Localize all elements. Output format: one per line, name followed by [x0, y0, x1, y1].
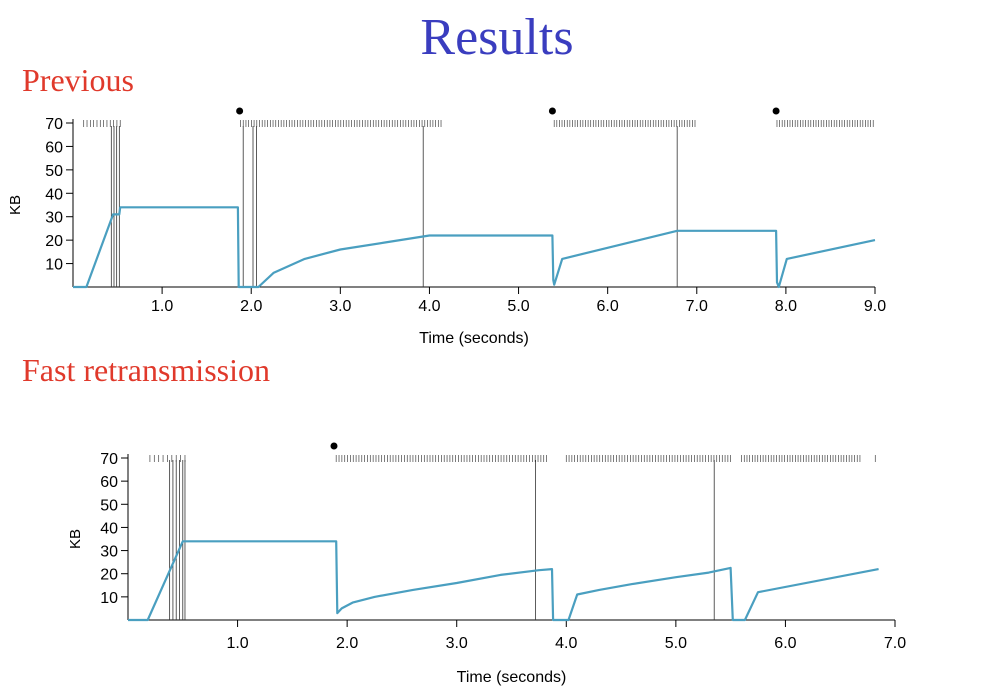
y-tick-label: 60: [100, 474, 118, 491]
timeout-marker: [330, 442, 338, 450]
y-tick-label: 50: [100, 497, 118, 514]
y-tick-label: 30: [45, 210, 63, 227]
y-tick-label: 10: [100, 590, 118, 607]
section-heading-previous: Previous: [22, 62, 134, 98]
y-axis-label: KB: [67, 529, 84, 549]
y-tick-label: 40: [45, 186, 63, 203]
series-line: [73, 206, 876, 289]
x-tick-label: 6.0: [597, 298, 619, 315]
x-tick-label: 7.0: [884, 635, 906, 652]
x-tick-label: 5.0: [665, 635, 687, 652]
y-tick-label: 40: [100, 520, 118, 537]
y-tick-label: 50: [45, 163, 63, 180]
y-tick-label: 20: [100, 567, 118, 584]
y-tick-label: 20: [45, 233, 63, 250]
x-tick-label: 9.0: [864, 298, 886, 315]
y-axis-label: KB: [7, 195, 24, 215]
y-tick-label: 30: [100, 544, 118, 561]
x-tick-label: 7.0: [686, 298, 708, 315]
x-tick-label: 3.0: [446, 635, 468, 652]
series-line: [128, 540, 879, 622]
x-tick-label: 5.0: [507, 298, 529, 315]
section-heading-fast-retransmission: Fast retransmission: [22, 352, 270, 388]
timeout-marker: [548, 107, 556, 115]
x-tick-label: 4.0: [555, 635, 577, 652]
chart-fast-retransmission: 10 20 30 40 50 60 70 1.0 2.0 3.0 4.0 5.0 6.0 7.0 Time …: [67, 442, 906, 686]
x-tick-label: 8.0: [775, 298, 797, 315]
y-tick-label: 60: [45, 139, 63, 156]
timeout-marker: [772, 107, 780, 115]
y-tick-label: 10: [45, 257, 63, 274]
x-axis-label: Time (seconds): [419, 330, 529, 347]
x-tick-label: 1.0: [226, 635, 248, 652]
x-tick-label: 3.0: [329, 298, 351, 315]
x-tick-label: 2.0: [240, 298, 262, 315]
x-tick-label: 2.0: [336, 635, 358, 652]
chart-previous: 10 20 30 40 50 60 70 1.0 2.0 3.0 4.0 5.0 6.0 7.0 8.0 9.…: [7, 107, 886, 347]
slide-title: Results: [420, 9, 574, 66]
timeout-marker: [236, 107, 244, 115]
x-axis-label: Time (seconds): [457, 669, 567, 686]
x-tick-label: 6.0: [774, 635, 796, 652]
y-tick-label: 70: [45, 116, 63, 133]
x-tick-label: 4.0: [418, 298, 440, 315]
x-tick-label: 1.0: [151, 298, 173, 315]
y-tick-label: 70: [100, 451, 118, 468]
